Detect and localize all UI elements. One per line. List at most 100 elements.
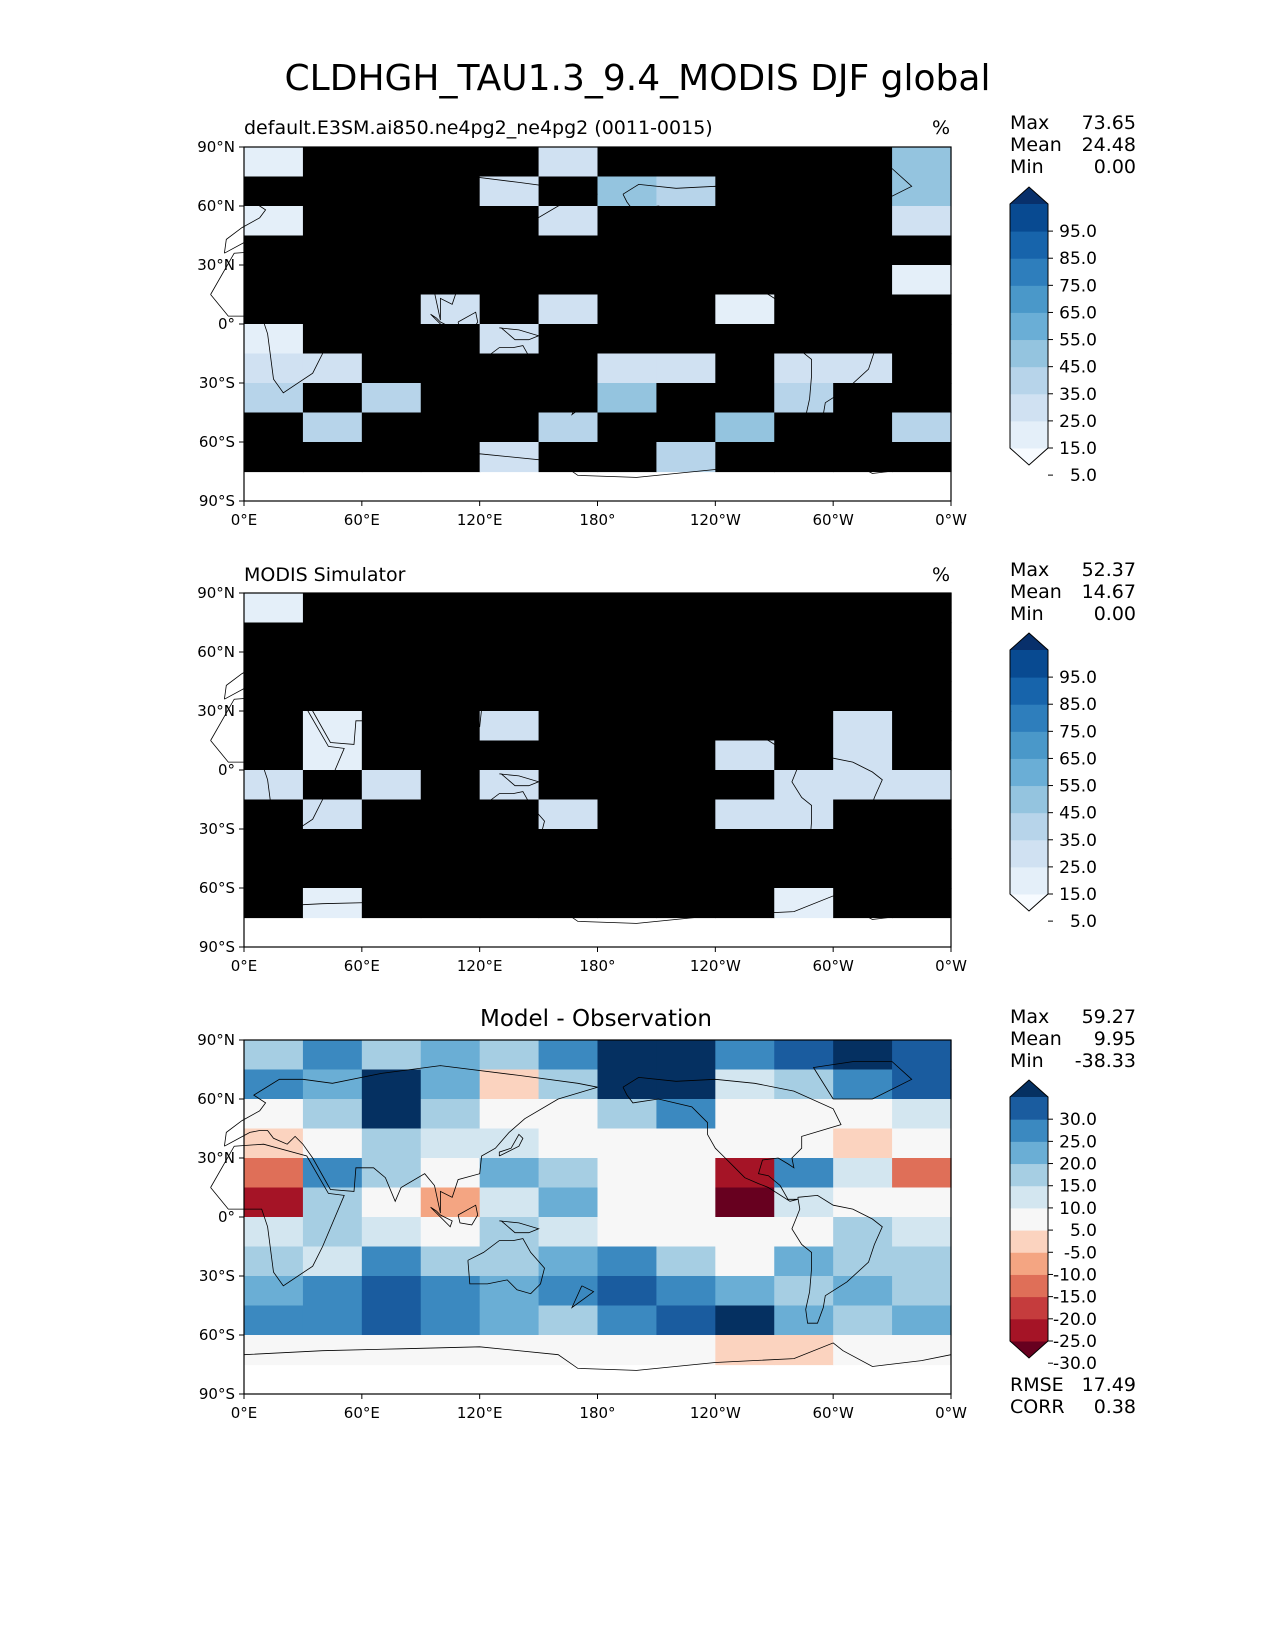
colorbar: 30.025.0 20.015.010.05.0-5.0-10.0 -15.0-20… — [1009, 1079, 1097, 1374]
colorbar-label: 20.0 — [1059, 1155, 1097, 1175]
colorbar-label: 95.0 — [1059, 668, 1097, 688]
map-cell — [656, 412, 716, 443]
map-cell — [833, 1187, 893, 1218]
map-cell — [361, 858, 422, 889]
map-cell — [538, 442, 599, 473]
map-cell — [656, 770, 716, 801]
y-tick-label: 60°N — [197, 197, 235, 215]
stat-min-row: Min 0.00 — [1010, 156, 1136, 178]
map-cell — [302, 652, 363, 683]
map-cell — [833, 711, 893, 742]
map-cell — [715, 206, 775, 237]
map-cell — [656, 652, 716, 683]
map-cell — [715, 265, 775, 296]
x-tick-label: 120°E — [457, 957, 503, 975]
map-cell — [244, 1187, 304, 1218]
map-cell — [597, 1217, 658, 1248]
map-cell — [538, 235, 599, 266]
map-cell — [479, 1305, 540, 1336]
map-cell — [302, 681, 363, 712]
map-cell — [538, 829, 599, 860]
map-cell — [302, 829, 363, 860]
y-tick-label: 90°S — [199, 938, 235, 956]
y-tick-label: 90°S — [199, 492, 235, 510]
map-cell — [420, 1187, 481, 1218]
colorbar-segment — [1010, 866, 1048, 895]
map-cell — [597, 1099, 658, 1130]
figure-title: CLDHGH_TAU1.3_9.4_MODIS DJF global — [284, 58, 991, 99]
map-cell — [892, 770, 952, 801]
y-tick-label: 0° — [218, 315, 235, 333]
map-cell — [656, 1335, 716, 1366]
map-cell — [244, 235, 304, 266]
map-cell — [244, 265, 304, 296]
stat-mean-row: Mean 9.95 — [1010, 1028, 1136, 1050]
map-cell — [538, 206, 599, 237]
map-cell — [479, 829, 540, 860]
colorbar-label: -15.0 — [1053, 1288, 1097, 1308]
map-cell — [302, 147, 363, 178]
map-cell — [715, 235, 775, 266]
map-cell — [774, 206, 834, 237]
colorbar-segment — [1010, 1097, 1048, 1120]
metric-rmse-row: RMSE 17.49 — [1010, 1374, 1136, 1396]
colorbar: 95.0 85.0 75.0 65.0 55.0 45.0 35.0 25.0 15.0 5.0 — [1009, 186, 1097, 486]
map-cell — [244, 1217, 304, 1248]
map-cell — [656, 1246, 716, 1277]
colorbar-label: -5.0 — [1064, 1243, 1097, 1263]
map-cell — [597, 147, 658, 178]
map-cell — [774, 1276, 834, 1307]
map-cell — [479, 858, 540, 889]
map-cell — [420, 1069, 481, 1100]
map-cell — [833, 799, 893, 830]
map-cells — [244, 147, 952, 473]
x-tick-label: 60°E — [344, 957, 380, 975]
map-cell — [302, 740, 363, 771]
map-cell — [244, 888, 304, 919]
coastline — [812, 1061, 913, 1100]
colorbar-segment — [1010, 650, 1048, 678]
map-cell — [538, 324, 599, 355]
colorbar-segment — [1010, 785, 1048, 814]
map-cell — [538, 265, 599, 296]
map-cell — [892, 1040, 952, 1071]
map-cell — [479, 1128, 540, 1159]
map-cell — [833, 1276, 893, 1307]
map-cell — [302, 1069, 363, 1100]
stat-mean-value: 24.48 — [1081, 134, 1136, 156]
map-cell — [538, 383, 599, 414]
colorbar-label: 5.0 — [1070, 1221, 1097, 1241]
colorbar-segment — [1010, 204, 1048, 232]
y-tick-label: 30°S — [199, 820, 235, 838]
map-cell — [892, 1246, 952, 1277]
map-cell — [302, 176, 363, 207]
map-cell — [656, 147, 716, 178]
x-tick-label: 0°W — [935, 511, 967, 529]
map-cell — [833, 652, 893, 683]
coastline — [499, 1220, 540, 1234]
coastline — [812, 168, 913, 207]
map-cell — [833, 1128, 893, 1159]
colorbar-label: 10.0 — [1059, 1199, 1097, 1219]
map-cell — [302, 1217, 363, 1248]
colorbar-segment — [1010, 1230, 1048, 1253]
map-cell — [774, 1099, 834, 1130]
map-cell — [597, 593, 658, 624]
map-cell — [361, 1040, 422, 1071]
y-tick-label: 30°S — [199, 1267, 235, 1285]
map-cell — [361, 265, 422, 296]
stat-min-row: Min -38.33 — [1010, 1050, 1136, 1072]
metric-rmse-label: RMSE — [1010, 1374, 1064, 1396]
map-cell — [892, 681, 952, 712]
map-cell — [774, 829, 834, 860]
map-cell — [244, 1335, 304, 1366]
map-cell — [715, 829, 775, 860]
y-tick-label: 90°N — [197, 138, 235, 156]
stat-max-label: Max — [1010, 559, 1050, 581]
colorbar-label: -20.0 — [1053, 1310, 1097, 1330]
map-cell — [774, 383, 834, 414]
map-cell — [892, 353, 952, 384]
map-cell — [302, 353, 363, 384]
map-cell — [302, 294, 363, 325]
map-cell — [361, 888, 422, 919]
